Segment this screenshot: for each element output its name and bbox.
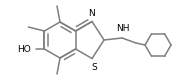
Text: HO: HO (17, 44, 31, 54)
Text: S: S (91, 63, 97, 72)
Text: NH: NH (116, 24, 130, 33)
Text: N: N (88, 8, 94, 18)
